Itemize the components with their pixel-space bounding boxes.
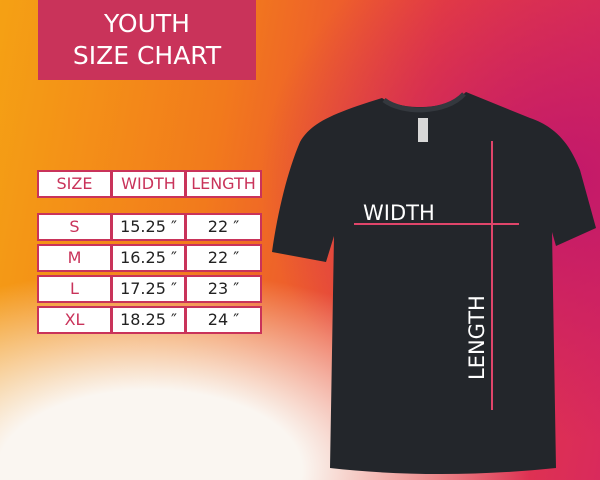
table-row: XL 18.25 ″ 24 ″ [37,306,262,334]
table-header: SIZE WIDTH LENGTH [37,170,262,198]
size-cell: L [37,275,112,303]
title-line1: YOUTH [104,9,190,38]
length-cell: 22 ″ [185,244,262,272]
title-banner: YOUTH SIZE CHART [38,0,256,80]
table-row: M 16.25 ″ 22 ″ [37,244,262,272]
tshirt-shape [272,92,596,474]
width-cell: 18.25 ″ [111,306,186,334]
size-cell: XL [37,306,112,334]
size-cell: M [37,244,112,272]
header-length: LENGTH [185,170,262,198]
length-label: LENGTH [465,295,489,380]
neck-label [418,118,428,142]
table-row: S 15.25 ″ 22 ″ [37,213,262,241]
length-cell: 22 ″ [185,213,262,241]
width-cell: 17.25 ″ [111,275,186,303]
collar [382,92,466,113]
width-cell: 16.25 ″ [111,244,186,272]
length-cell: 23 ″ [185,275,262,303]
title-line2: SIZE CHART [72,41,222,70]
width-cell: 15.25 ″ [111,213,186,241]
table-row: L 17.25 ″ 23 ″ [37,275,262,303]
length-cell: 24 ″ [185,306,262,334]
header-width: WIDTH [111,170,186,198]
width-label: WIDTH [363,201,435,225]
